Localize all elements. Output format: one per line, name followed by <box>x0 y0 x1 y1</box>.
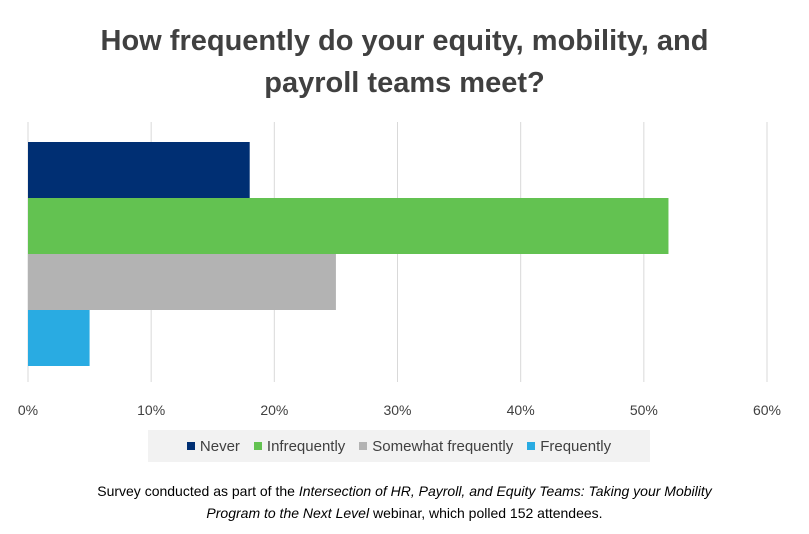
legend-swatch-frequently <box>527 442 536 450</box>
survey-footnote: Survey conducted as part of the Intersec… <box>0 480 809 524</box>
legend-swatch-infrequently <box>253 442 262 450</box>
legend-item-infrequently: Infrequently <box>253 437 346 455</box>
footnote-line-2-plain: webinar, which polled 152 attendees. <box>369 505 603 521</box>
legend-item-somewhat-frequently: Somewhat frequently <box>359 438 513 455</box>
x-tick-label-0: 0% <box>18 402 38 418</box>
bar-somewhat-frequently <box>28 254 336 310</box>
footnote-line-1-italic: Intersection of HR, Payroll, and Equity … <box>298 483 712 499</box>
x-tick-label-4: 40% <box>507 402 535 418</box>
legend-label-frequently: Frequently <box>540 437 612 455</box>
x-tick-label-2: 20% <box>260 402 288 418</box>
legend-label-somewhat-frequently: Somewhat frequently <box>372 437 514 455</box>
legend-item-frequently: Frequently <box>527 438 611 455</box>
footnote-line-1-plain: Survey conducted as part of the <box>97 483 299 499</box>
footnote-line-2: Program to the Next Level webinar, which… <box>0 502 809 524</box>
chart-title-line-2: payroll teams meet? <box>264 67 545 99</box>
chart-title: How frequently do your equity, mobility,… <box>0 20 809 104</box>
bar-infrequently <box>28 198 669 254</box>
x-tick-label-6: 60% <box>753 402 781 418</box>
bar-frequently <box>28 310 90 366</box>
bar-never <box>28 142 250 198</box>
legend-swatch-somewhat-frequently <box>359 442 368 450</box>
legend-swatch-never <box>186 442 195 450</box>
legend-label-never: Never <box>199 437 240 455</box>
legend-item-never: Never <box>186 437 240 455</box>
footnote-line-2-italic: Program to the Next Level <box>206 505 370 521</box>
x-tick-label-3: 30% <box>383 402 411 418</box>
x-tick-label-1: 10% <box>137 402 165 418</box>
x-tick-label-5: 50% <box>630 402 658 418</box>
legend-label-infrequently: Infrequently <box>266 437 346 455</box>
chart-legend: Never Infrequently Somewhat frequently F… <box>148 430 650 462</box>
chart-title-line-1: How frequently do your equity, mobility,… <box>100 25 709 57</box>
footnote-line-1: Survey conducted as part of the Intersec… <box>0 480 809 502</box>
